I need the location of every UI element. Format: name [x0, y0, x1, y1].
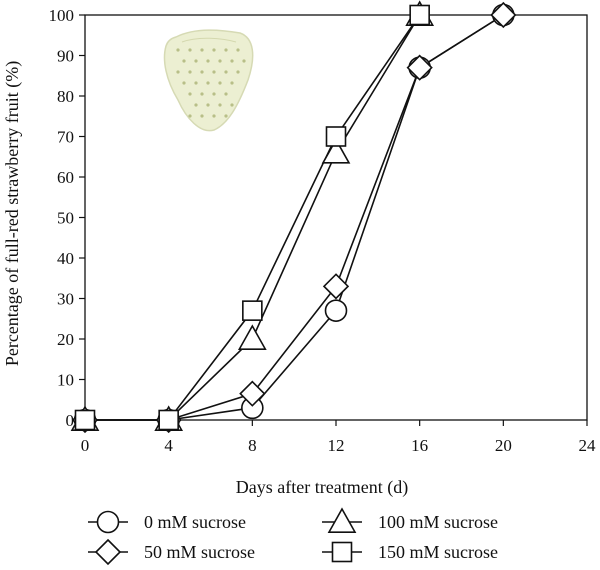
legend-marker-triangle	[327, 507, 357, 533]
data-point-diamond	[406, 54, 433, 81]
strawberry-seed	[236, 48, 240, 52]
strawberry-seed	[188, 114, 192, 118]
strawberry-seed	[200, 70, 204, 74]
legend-marker-diamond	[94, 538, 122, 566]
y-tick-label: 40	[57, 249, 74, 268]
strawberry-seed	[218, 81, 222, 85]
strawberry-seed	[194, 59, 198, 63]
legend-label: 150 mM sucrose	[378, 542, 498, 562]
y-tick-label: 80	[57, 87, 74, 106]
series-circle	[85, 14, 504, 421]
strawberry-seed	[224, 48, 228, 52]
data-point-square	[242, 300, 263, 321]
strawberry-seed	[230, 59, 234, 63]
series-triangle	[85, 14, 421, 421]
series-square	[85, 14, 421, 421]
axes: 0 4 8 12 16 20 24 0 10 20 30 40 50 60 70 80 90 100 Days af…	[2, 6, 596, 498]
series-layer	[70, 0, 517, 434]
strawberry-seed	[200, 114, 204, 118]
data-point-square	[409, 4, 430, 26]
legend-label: 0 mM sucrose	[144, 512, 246, 532]
strawberry-seed	[188, 48, 192, 52]
plot-frame	[84, 14, 588, 421]
x-tick-label: 24	[579, 436, 597, 455]
strawberry-seed	[224, 114, 228, 118]
strawberry-seed	[206, 103, 210, 107]
x-tick-label: 16	[411, 436, 428, 455]
strawberry-seed	[212, 48, 216, 52]
series-line	[85, 14, 504, 421]
x-tick-label: 8	[248, 436, 257, 455]
legend-item: 0 mM sucrose	[88, 510, 246, 534]
data-point-diamond	[490, 1, 517, 29]
strawberry-seed	[176, 48, 180, 52]
strawberry-seed	[194, 81, 198, 85]
y-tick-label: 10	[57, 371, 74, 390]
y-tick-label: 30	[57, 290, 74, 309]
strawberry-seed	[194, 103, 198, 107]
strawberry-seed	[218, 103, 222, 107]
x-tick-label: 20	[495, 436, 512, 455]
strawberry-seed	[188, 92, 192, 96]
y-tick-label: 100	[49, 6, 75, 25]
data-point-diamond	[239, 380, 266, 407]
strawberry-seed	[218, 59, 222, 63]
strawberry-seed	[230, 81, 234, 85]
data-point-square	[325, 126, 347, 147]
strawberry-seed	[212, 70, 216, 74]
strawberry-seed	[188, 70, 192, 74]
strawberry-seed	[182, 81, 186, 85]
data-point-triangle	[321, 138, 351, 164]
strawberry-seed	[206, 59, 210, 63]
strawberry-inset-image	[163, 29, 254, 132]
series-line	[85, 14, 421, 421]
strawberry-seed	[176, 70, 180, 74]
strawberry-seed	[224, 70, 228, 74]
y-axis-label: Percentage of full-red strawberry fruit …	[2, 61, 23, 366]
series-markers-circle	[73, 3, 515, 432]
y-tick-label: 20	[57, 330, 74, 349]
y-tick-label: 90	[57, 47, 74, 66]
strawberry-seed	[224, 92, 228, 96]
y-tick-label: 0	[66, 411, 75, 430]
y-tick-label: 50	[57, 209, 74, 228]
legend-label: 100 mM sucrose	[378, 512, 498, 532]
strawberry-seed	[242, 59, 246, 63]
data-point-circle	[324, 299, 348, 322]
y-tick-label: 60	[57, 168, 74, 187]
y-tick-label: 70	[57, 128, 74, 147]
series-markers-square	[74, 4, 430, 431]
strawberry-seed	[230, 103, 234, 107]
data-point-triangle	[237, 324, 267, 350]
legend: 0 mM sucrose 50 mM sucrose 100 mM sucrose 1…	[88, 507, 498, 566]
strawberry-seed	[200, 92, 204, 96]
x-tick-label: 12	[328, 436, 345, 455]
legend-item: 150 mM sucrose	[322, 541, 498, 563]
legend-marker-circle	[96, 510, 120, 534]
legend-label: 50 mM sucrose	[144, 542, 255, 562]
x-axis-label: Days after treatment (d)	[236, 477, 408, 498]
strawberry-seed	[212, 92, 216, 96]
strawberry-seed	[182, 59, 186, 63]
strawberry-seed	[236, 70, 240, 74]
x-tick-label: 0	[81, 436, 90, 455]
strawberry-seed	[200, 48, 204, 52]
strawberry-seed	[212, 114, 216, 118]
x-tick-label: 4	[164, 436, 173, 455]
strawberry-seed	[206, 81, 210, 85]
legend-item: 100 mM sucrose	[322, 507, 498, 533]
series-line	[85, 14, 421, 421]
series-markers-diamond	[71, 1, 517, 434]
data-point-diamond	[322, 273, 350, 300]
data-point-square	[74, 409, 96, 431]
legend-marker-square	[331, 541, 353, 563]
data-point-square	[158, 409, 179, 431]
legend-item: 50 mM sucrose	[88, 538, 255, 566]
